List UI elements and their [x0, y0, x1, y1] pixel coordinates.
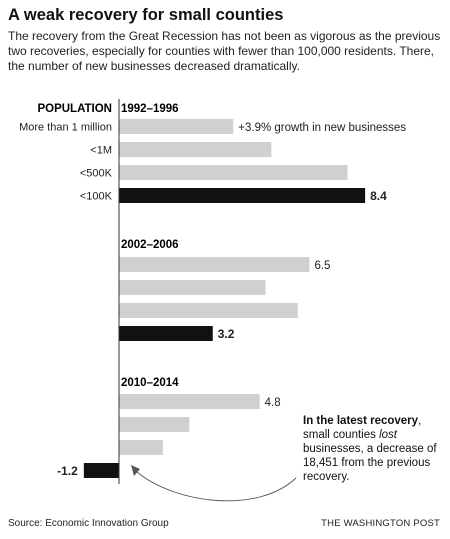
period-label-0: 1992–1996	[121, 103, 179, 115]
chart-subtitle: The recovery from the Great Recession ha…	[8, 29, 441, 73]
annotation-arrow	[136, 471, 297, 502]
annotation-text-2: businesses, a decrease of 18,451 from th…	[303, 443, 437, 483]
bar-0-1	[119, 142, 272, 157]
category-header: POPULATION	[37, 103, 112, 115]
annotation-lead: In the latest recovery	[303, 415, 419, 427]
data-label-2-0: 4.8	[265, 397, 281, 409]
bar-2-0	[119, 394, 260, 409]
category-label-0: More than 1 million	[19, 122, 112, 134]
category-label-2: <500K	[80, 168, 113, 180]
bar-0-0	[119, 119, 234, 134]
bar-0-3	[119, 188, 366, 203]
bar-2-3	[83, 463, 119, 478]
bar-0-2	[119, 165, 348, 180]
bar-1-2	[119, 303, 298, 318]
bar-1-1	[119, 280, 266, 295]
annotation-arrowhead	[131, 465, 140, 476]
bar-1-0	[119, 257, 310, 272]
data-label-0-0: +3.9% growth in new businesses	[238, 122, 406, 134]
data-label-1-3: 3.2	[218, 327, 235, 341]
publisher-credit: THE WASHINGTON POST	[321, 518, 440, 529]
bar-2-1	[119, 417, 190, 432]
annotation-emphasis: lost	[379, 429, 397, 441]
data-label-0-3: 8.4	[370, 189, 387, 203]
category-label-1: <1M	[90, 145, 112, 157]
category-label-3: <100K	[80, 191, 113, 203]
data-label-2-3: -1.2	[57, 464, 78, 478]
bar-1-3	[119, 326, 213, 341]
chart-title: A weak recovery for small counties	[8, 6, 284, 24]
source-note: Source: Economic Innovation Group	[8, 518, 169, 529]
annotation-text-1: , small counties	[303, 415, 422, 441]
period-label-1: 2002–2006	[121, 239, 179, 251]
period-label-2: 2010–2014	[121, 377, 179, 389]
bar-2-2	[119, 440, 163, 455]
data-label-1-0: 6.5	[314, 260, 330, 272]
annotation-note: In the latest recovery, small counties l…	[303, 414, 448, 484]
